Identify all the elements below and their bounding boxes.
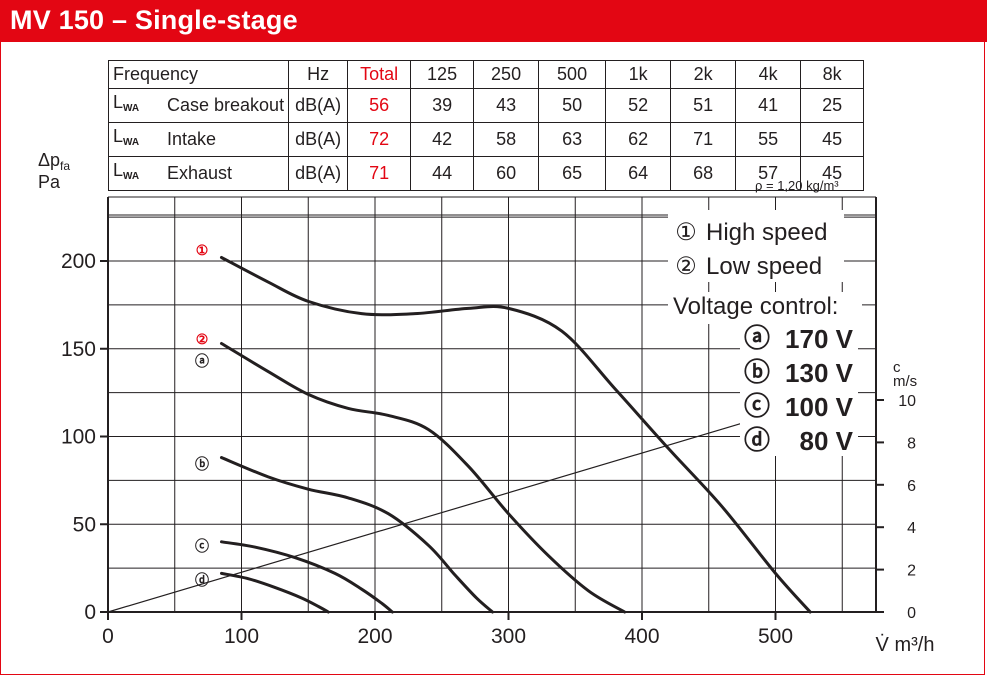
row-name: Intake [163, 122, 290, 157]
row-unit: dB(A) [288, 122, 349, 157]
x-tick-label: 0 [102, 625, 114, 648]
fan-curve-4 [219, 540, 394, 614]
y2-axis-label: c m/s [893, 359, 917, 390]
fan-curve-3 [219, 456, 494, 614]
legend-voltage-title: Voltage control: [673, 293, 838, 320]
table-cell: 45 [800, 156, 865, 191]
legend-symbol: ① [675, 219, 697, 246]
legend-symbol: ⓒ [744, 391, 770, 421]
table-cell: 68 [670, 156, 737, 191]
header-1k: 1k [605, 60, 672, 89]
table-cell: 44 [410, 156, 475, 191]
x-tick-label: 200 [357, 625, 392, 648]
table-cell: 51 [670, 88, 737, 123]
legend-label: 130 V [785, 358, 854, 388]
density-note: ρ = 1,20 kg/m³ [755, 178, 839, 193]
table-header-row: Frequency Hz Total 125 250 500 1k 2k 4k … [107, 60, 865, 89]
table-cell: 63 [538, 122, 607, 157]
y2-tick-label: 4 [907, 520, 916, 537]
row-name: Exhaust [163, 156, 290, 191]
legend-label: High speed [706, 219, 827, 246]
legend-symbol: ② [675, 253, 697, 280]
y-tick-label: 200 [61, 250, 96, 273]
legend-label: 170 V [785, 324, 854, 354]
lwa-label: LWA [108, 156, 163, 191]
lwa-label: LWA [108, 122, 163, 157]
table-row: LWA Intake dB(A) 72 42 58 63 62 71 55 45 [108, 122, 865, 157]
curve-marker: ⓐ [195, 353, 209, 369]
header-8k: 8k [800, 60, 865, 89]
legend-label: 100 V [785, 392, 854, 422]
sound-power-table: Frequency Hz Total 125 250 500 1k 2k 4k … [107, 60, 865, 191]
y2-tick-label: 10 [898, 393, 916, 410]
curves [107, 255, 812, 614]
legend-label: 80 V [800, 426, 854, 456]
table-cell: 43 [473, 88, 540, 123]
y2-tick-label: 2 [907, 563, 916, 580]
y-axis-label-line2: Pa [38, 172, 61, 192]
fan-curve-1 [219, 255, 812, 614]
y2-axis-label-line2: m/s [893, 373, 917, 390]
y2-axis-label-line1: c [893, 359, 901, 376]
header-2k: 2k [670, 60, 737, 89]
legend-voltage-bg [740, 324, 858, 456]
table-cell: 39 [410, 88, 475, 123]
curve-marker: ① [196, 242, 209, 258]
curve-marker: ⓒ [195, 538, 209, 554]
row-name: Case breakout [163, 88, 290, 123]
y2-tick-label: 0 [907, 605, 916, 622]
row-total: 71 [347, 156, 412, 191]
header-frequency: Frequency [107, 60, 290, 89]
curve-marker: ② [196, 331, 209, 347]
table-cell: 57 [735, 156, 802, 191]
legend-voltage-title-bg [668, 292, 862, 324]
table-cell: 65 [538, 156, 607, 191]
table-cell: 55 [735, 122, 802, 157]
velocity-line [107, 420, 750, 613]
legend-symbol: ⓑ [744, 357, 770, 387]
fan-curve-2 [219, 341, 627, 614]
curve-marker: ⓑ [195, 456, 209, 472]
row-unit: dB(A) [288, 88, 349, 123]
row-unit: dB(A) [288, 156, 349, 191]
legend-symbol: ⓐ [744, 323, 770, 353]
table-cell: 41 [735, 88, 802, 123]
title-bar: MV 150 – Single-stage [0, 0, 987, 42]
table-row: LWA Exhaust dB(A) 71 44 60 65 64 68 57 4… [108, 156, 865, 191]
legend-speed-bg [668, 210, 844, 282]
table-cell: 25 [800, 88, 865, 123]
y-axis-label-line1: Δp [38, 150, 60, 170]
lwa-label: LWA [108, 88, 163, 123]
x-axis-label: V̇ m³/h [876, 634, 935, 656]
y-tick-label: 0 [84, 601, 96, 624]
y-axis-label-sub: fa [60, 159, 70, 173]
legend-symbol: ⓓ [744, 425, 770, 455]
y-tick-label: 100 [61, 426, 96, 449]
table-cell: 60 [473, 156, 540, 191]
header-250: 250 [473, 60, 540, 89]
curve-marker: ⓓ [195, 572, 209, 588]
y2-tick-label: 6 [907, 478, 916, 495]
y-tick-label: 50 [73, 513, 96, 536]
x-tick-label: 400 [624, 625, 659, 648]
y-axis-label: Δpfa Pa [38, 150, 70, 192]
legend-label: Low speed [706, 253, 822, 280]
table-cell: 71 [670, 122, 737, 157]
legend: ① High speed ② Low speed Voltage control: ⓐ 17… [668, 210, 862, 456]
page-title: MV 150 – Single-stage [10, 5, 298, 35]
table-cell: 64 [605, 156, 672, 191]
x-tick-label: 100 [224, 625, 259, 648]
x-tick-label: 500 [758, 625, 793, 648]
y-tick-label: 150 [61, 338, 96, 361]
fan-curve-5 [219, 571, 330, 614]
y2-tick-label: 8 [907, 435, 916, 452]
table-cell: 50 [538, 88, 607, 123]
table-row: LWA Case breakout dB(A) 56 39 43 50 52 5… [108, 88, 865, 123]
x-tick-label: 300 [491, 625, 526, 648]
curve-markers: ① ② ⓐ ⓑ ⓒ ⓓ [195, 242, 209, 588]
